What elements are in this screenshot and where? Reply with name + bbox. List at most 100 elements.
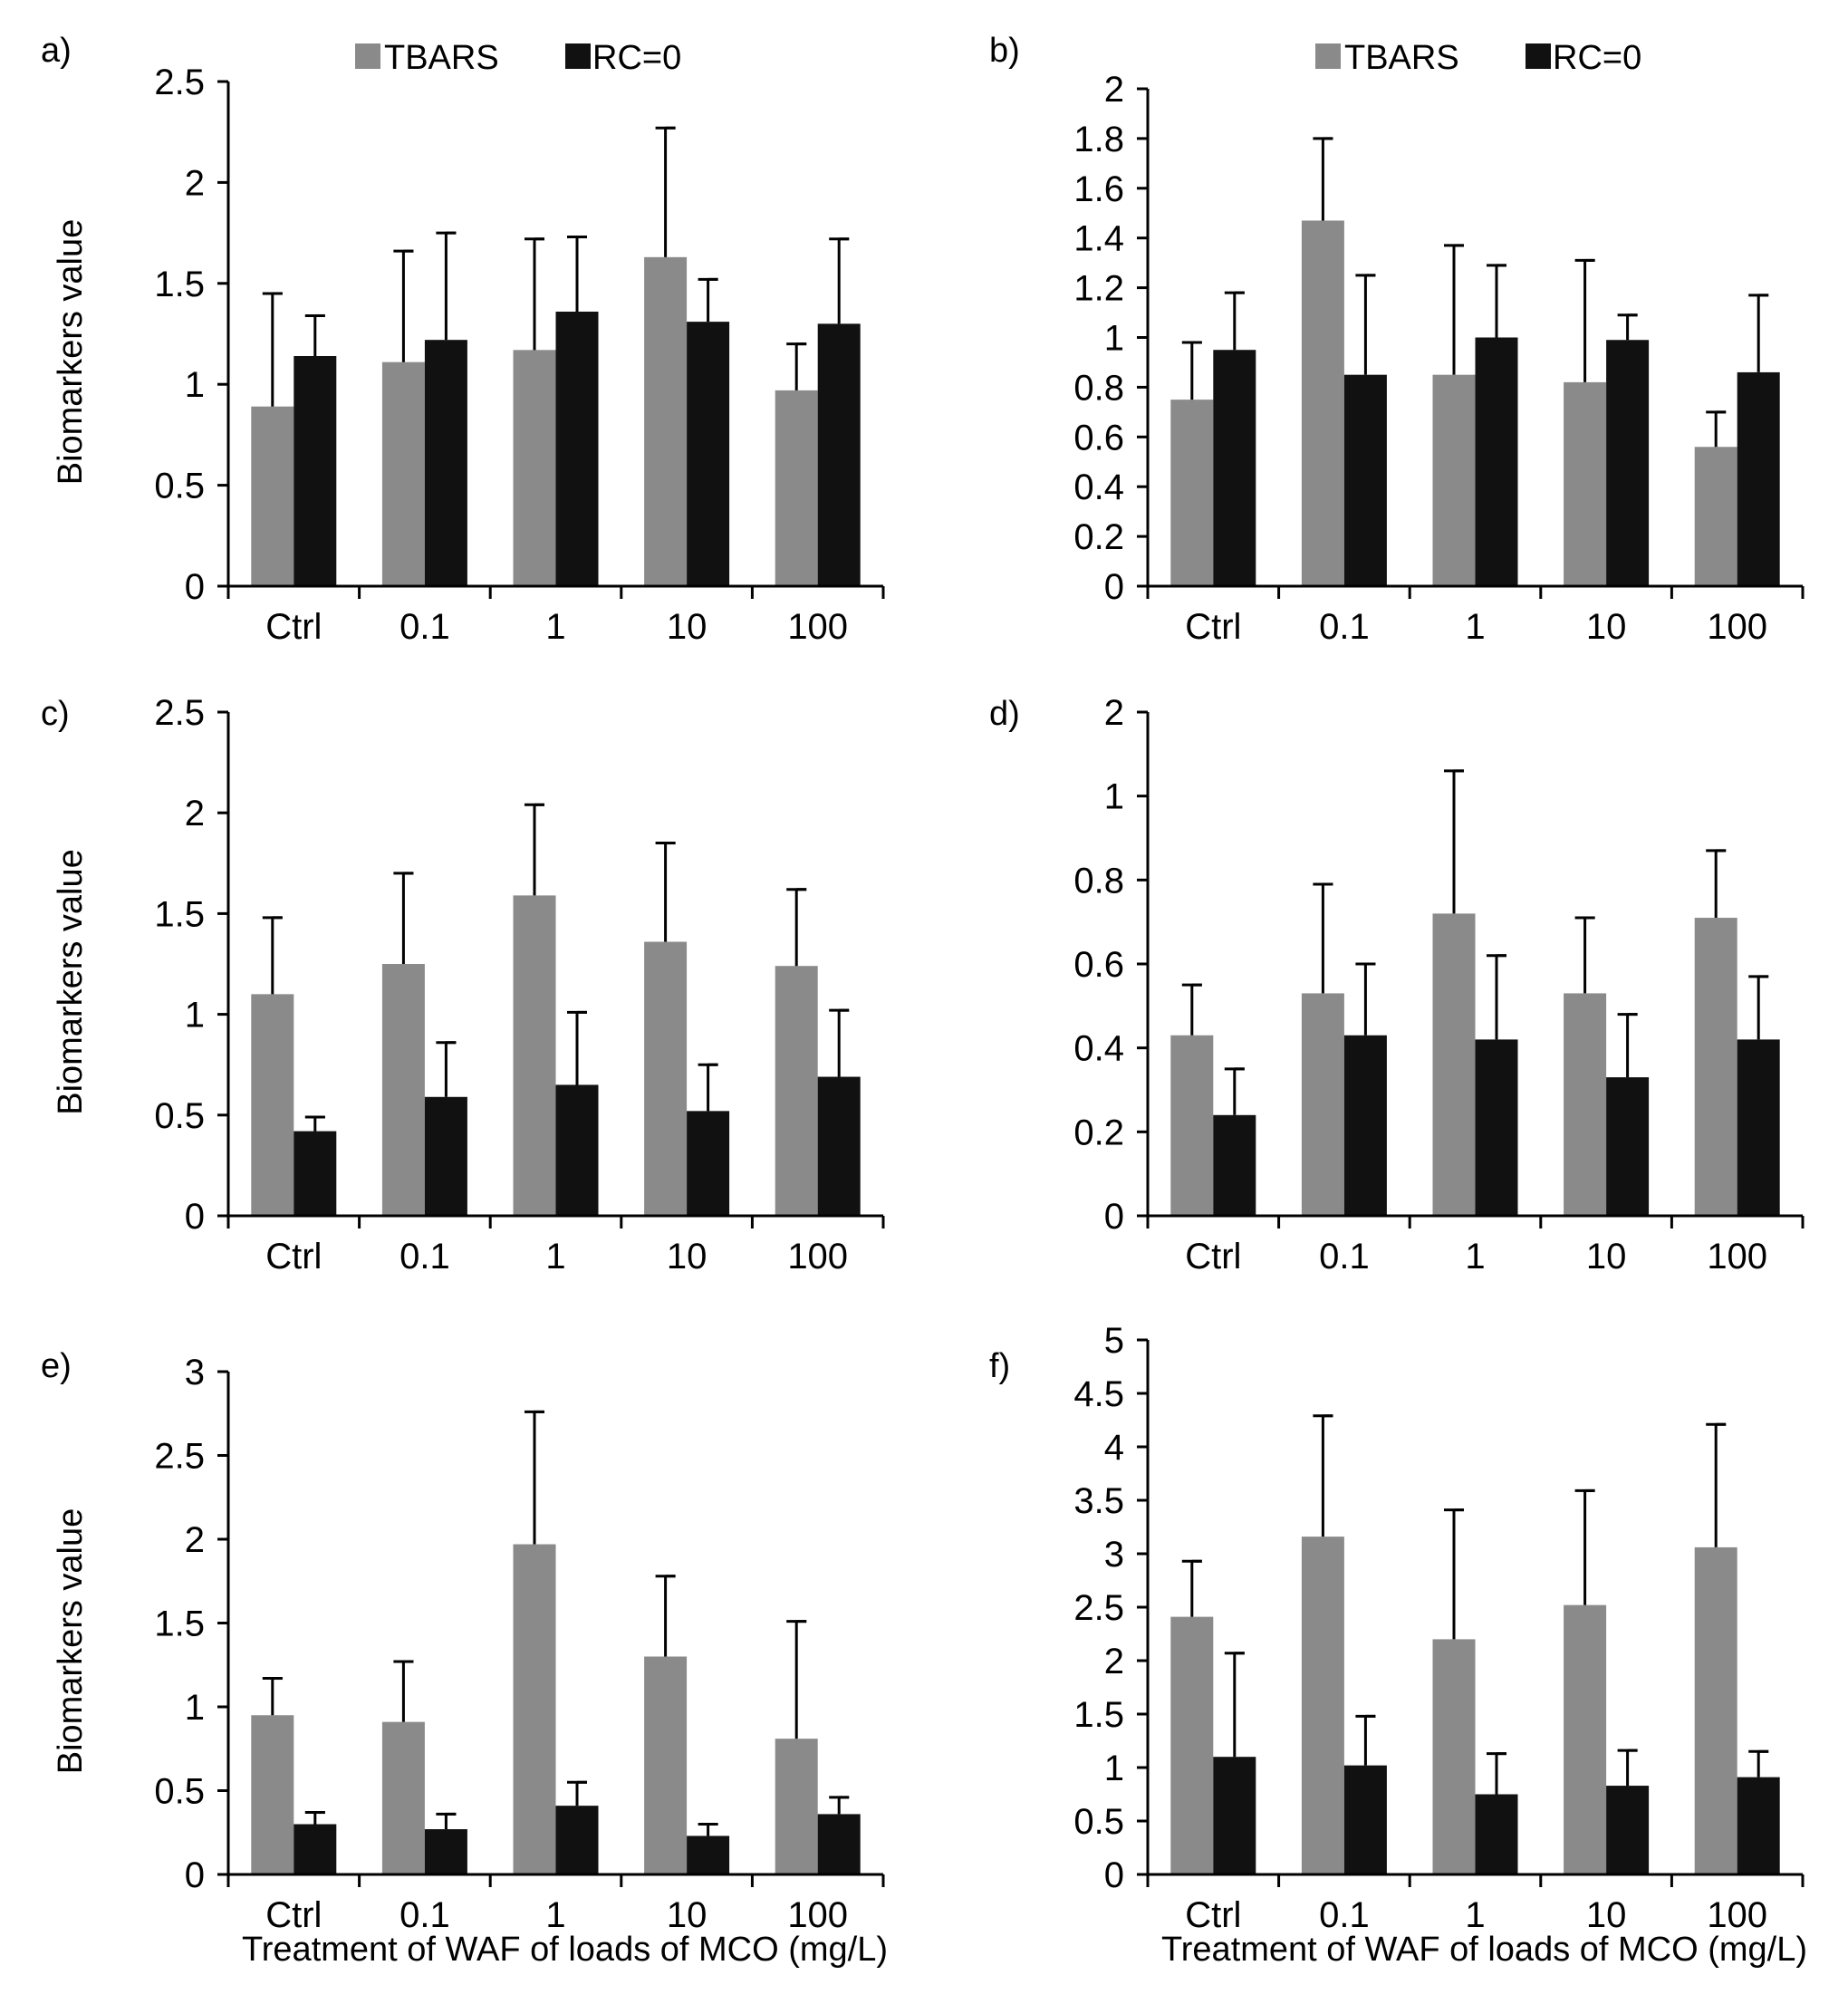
y-tick-label: 2 [1104, 70, 1124, 110]
bar-rc0-Ctrl [294, 356, 337, 586]
bar-rc0-1 [1475, 337, 1518, 586]
x-tick-label: 100 [1707, 1237, 1767, 1277]
bar-tbars-10 [1564, 381, 1607, 586]
panel-letter: c) [41, 695, 70, 733]
y-tick-label: 2 [185, 794, 205, 833]
x-tick-label: Ctrl [1185, 1895, 1241, 1935]
bar-rc0-0.1 [424, 340, 467, 586]
bar-rc0-1 [1475, 1039, 1518, 1216]
panel-letter: b) [989, 32, 1020, 70]
y-tick-label: 0.8 [1073, 368, 1124, 408]
bar-rc0-0.1 [1343, 374, 1387, 586]
y-tick-label: 0 [1104, 567, 1124, 607]
y-tick-label: 1.5 [154, 1604, 205, 1644]
y-tick-label: 1 [1104, 777, 1124, 817]
bar-rc0-100 [1737, 1039, 1780, 1216]
y-tick-label: 1 [185, 1688, 205, 1728]
y-tick-label: 0.4 [1073, 467, 1124, 507]
panel-letter: f) [989, 1347, 1010, 1385]
y-tick-label: 1.8 [1073, 120, 1124, 159]
bar-rc0-Ctrl [294, 1131, 337, 1216]
x-tick-label: 10 [1586, 607, 1627, 647]
x-tick-label: 100 [1707, 1895, 1767, 1935]
chart-panel-f: f) 0 0.5 1 1.5 2 2.5 3 3.5 4 4.5 5 Ctrl 0.1 1 10 100Trea… [989, 1321, 1807, 1969]
x-tick-label: 1 [1465, 1895, 1485, 1935]
x-tick-label: 10 [667, 607, 707, 647]
x-tick-label: Ctrl [1185, 607, 1241, 647]
bar-tbars-1 [1432, 374, 1476, 586]
chart-panel-c: c) 0 0.5 1 1.5 2 2.5 Ctrl 0.1 1 10 100 Biomarkers va… [41, 693, 885, 1277]
bar-tbars-1 [1432, 913, 1476, 1216]
bar-rc0-Ctrl [1213, 1757, 1256, 1874]
y-tick-label: 1 [1104, 319, 1124, 359]
x-tick-label: 1 [545, 1895, 565, 1935]
bar-tbars-10 [644, 1656, 688, 1874]
y-tick-label: 0.5 [154, 467, 205, 506]
legend-swatch-rc0 [1526, 43, 1551, 69]
y-tick-label: 1 [1104, 1749, 1124, 1788]
bar-rc0-Ctrl [294, 1824, 337, 1874]
bar-tbars-10 [644, 256, 688, 586]
bar-tbars-Ctrl [1170, 400, 1214, 586]
bar-tbars-100 [1694, 447, 1737, 586]
bar-rc0-10 [1606, 1786, 1650, 1874]
bar-tbars-1 [1432, 1639, 1476, 1874]
y-tick-label: 0 [185, 567, 205, 607]
y-tick-label: 2 [1104, 1642, 1124, 1681]
x-tick-label: 10 [1586, 1895, 1627, 1935]
bar-tbars-0.1 [1301, 220, 1344, 587]
x-axis-title: Treatment of WAF of loads of MCO (mg/L) [1161, 1931, 1807, 1969]
y-tick-label: 0.4 [1073, 1029, 1124, 1069]
y-tick-label: 1.6 [1073, 169, 1124, 209]
bar-rc0-1 [1475, 1794, 1518, 1874]
bar-rc0-100 [1737, 1777, 1780, 1874]
y-axis-title: Biomarkers value [52, 1508, 90, 1775]
y-tick-label: 0.8 [1073, 861, 1124, 901]
y-tick-label: 0.2 [1073, 517, 1124, 557]
y-tick-label: 0.6 [1073, 418, 1124, 458]
legend-swatch-rc0 [565, 43, 591, 69]
bar-rc0-0.1 [1343, 1765, 1387, 1874]
chart-panel-e: e) 0 0.5 1 1.5 2 2.5 3 Ctrl 0.1 1 10 100 Biomarkers v… [41, 1347, 888, 1969]
x-tick-label: Ctrl [265, 1237, 322, 1277]
y-tick-label: 2.5 [154, 63, 205, 102]
y-tick-label: 0 [185, 1197, 205, 1237]
x-tick-label: 0.1 [1319, 1895, 1370, 1935]
bar-tbars-100 [775, 390, 818, 586]
panel-letter: a) [41, 32, 72, 70]
chart-panel-d: d) 0 0.2 0.4 0.6 0.8 1 2 Ctrl 0.1 1 10 100 [989, 693, 1805, 1277]
y-tick-label: 0 [1104, 1197, 1124, 1237]
y-tick-label: 0 [1104, 1855, 1124, 1895]
x-tick-label: 10 [667, 1895, 707, 1935]
chart-panel-a: a) 0 0.5 1 1.5 2 2.5 Ctrl 0.1 1 10 100 Biomarkers va… [41, 32, 885, 647]
legend-label-tbars: TBARS [384, 39, 499, 77]
panel-letter: e) [41, 1347, 72, 1385]
y-tick-label: 2 [185, 1520, 205, 1560]
legend-label-tbars: TBARS [1344, 39, 1459, 77]
y-tick-label: 1 [185, 365, 205, 405]
bar-rc0-10 [687, 1835, 730, 1874]
bar-tbars-0.1 [381, 361, 425, 586]
bar-rc0-1 [555, 1806, 599, 1874]
bar-tbars-Ctrl [1170, 1616, 1214, 1874]
bar-rc0-0.1 [424, 1096, 467, 1216]
bar-rc0-Ctrl [1213, 350, 1256, 586]
bar-tbars-Ctrl [1170, 1035, 1214, 1216]
y-tick-label: 1 [185, 996, 205, 1036]
legend-label-rc0: RC=0 [1553, 39, 1641, 77]
bar-tbars-0.1 [1301, 1537, 1344, 1874]
bar-rc0-Ctrl [1213, 1114, 1256, 1216]
x-tick-label: 0.1 [399, 607, 450, 647]
x-tick-label: 1 [1465, 607, 1485, 647]
bar-tbars-0.1 [381, 1721, 425, 1874]
y-tick-label: 1.4 [1073, 219, 1124, 259]
legend-swatch-tbars [355, 43, 380, 69]
x-tick-label: Ctrl [265, 1895, 322, 1935]
y-tick-label: 4 [1104, 1428, 1124, 1468]
bar-rc0-1 [555, 1084, 599, 1216]
bar-rc0-100 [817, 1076, 861, 1216]
x-tick-label: 0.1 [399, 1237, 450, 1277]
x-tick-label: 1 [545, 607, 565, 647]
